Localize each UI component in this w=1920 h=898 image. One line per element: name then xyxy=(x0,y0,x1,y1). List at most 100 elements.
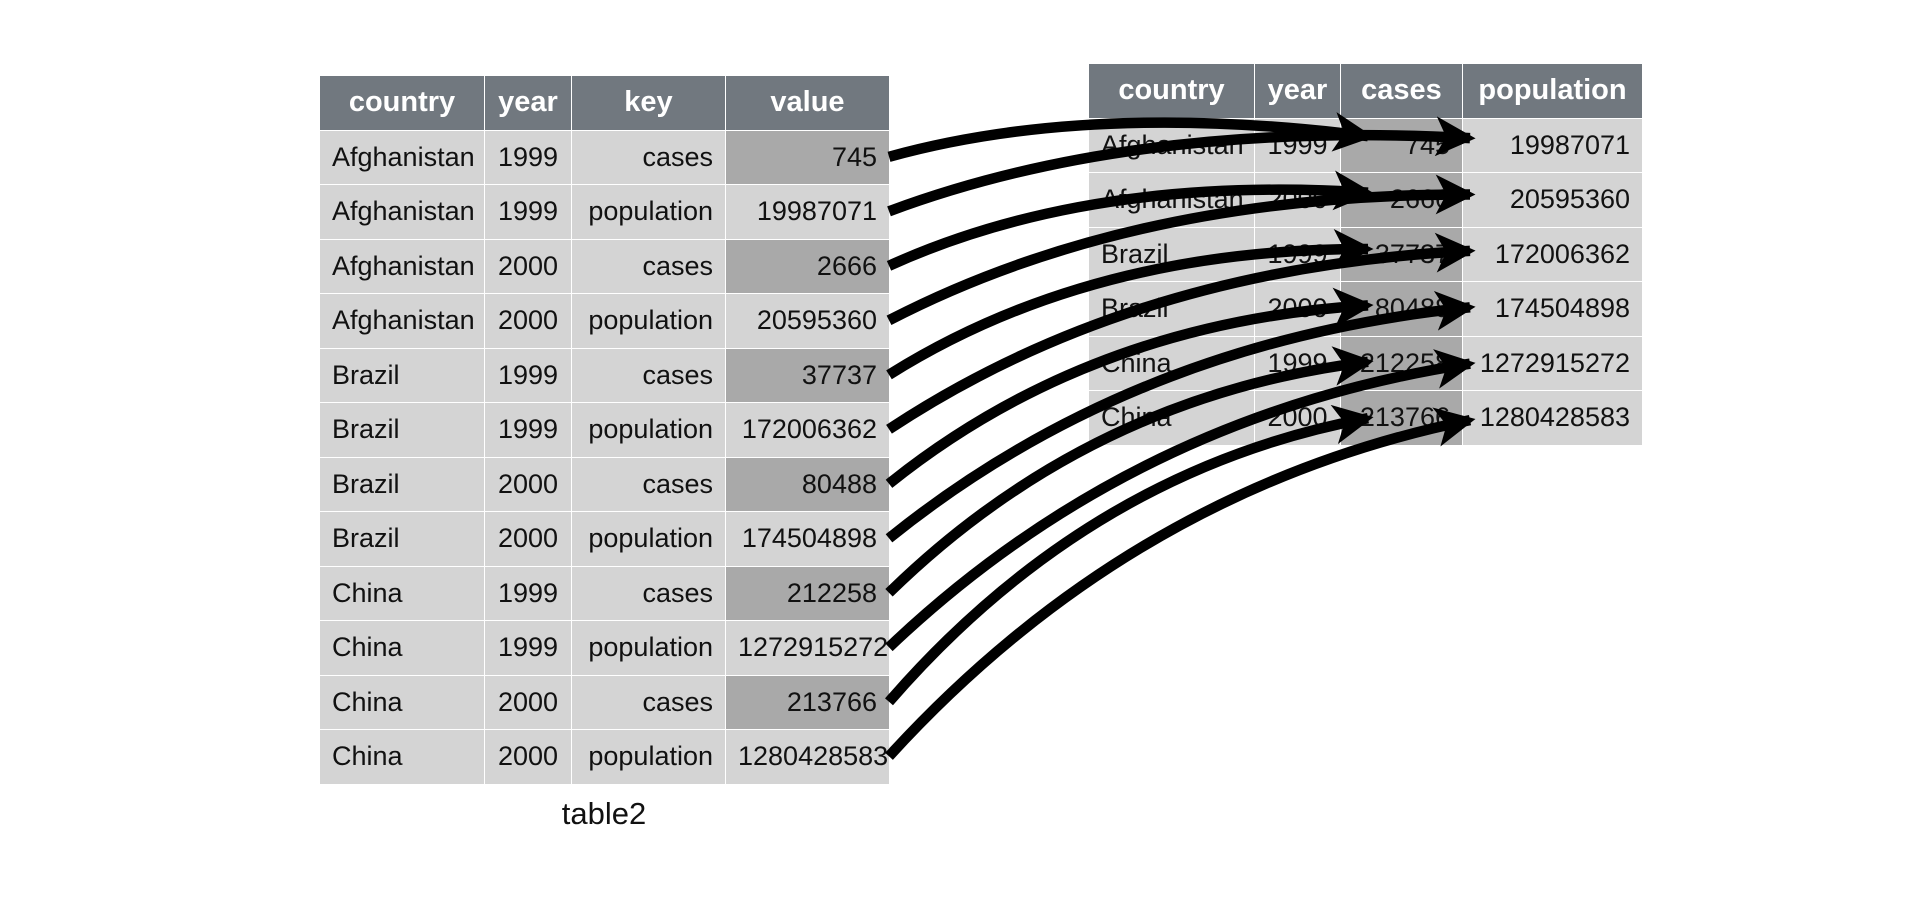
cell-cases: 80488 xyxy=(1340,281,1463,337)
cell-value: 1272915272 xyxy=(725,620,890,676)
table-row: China 1999 212258 1272915272 xyxy=(1088,335,1643,391)
table-row: China 2000 213766 1280428583 xyxy=(1088,390,1643,446)
cell-value: 19987071 xyxy=(725,184,890,240)
cell-cases: 2666 xyxy=(1340,172,1463,228)
table-row: Afghanistan 2000 2666 20595360 xyxy=(1088,172,1643,228)
cell-value: 213766 xyxy=(725,674,890,730)
cell-country: China xyxy=(319,620,485,676)
column-header-key: key xyxy=(571,75,726,131)
cell-value: 20595360 xyxy=(725,293,890,349)
cell-value: 172006362 xyxy=(725,402,890,458)
cell-key: cases xyxy=(571,347,726,403)
cell-population: 172006362 xyxy=(1462,226,1643,282)
cell-population: 20595360 xyxy=(1462,172,1643,228)
table-caption: table2 xyxy=(561,796,647,831)
cell-country: Brazil xyxy=(1088,226,1255,282)
cell-year: 1999 xyxy=(1254,226,1341,282)
table-row: Afghanistan 2000 population 20595360 xyxy=(319,293,890,349)
spread-arrow-10 xyxy=(885,404,1374,706)
table-row: Afghanistan 2000 cases 2666 xyxy=(319,238,890,294)
cell-country: Afghanistan xyxy=(319,184,485,240)
table-row: Afghanistan 1999 cases 745 xyxy=(319,129,890,185)
table-row: China 2000 cases 213766 xyxy=(319,674,890,730)
table-row: Brazil 1999 population 172006362 xyxy=(319,402,890,458)
column-header-value: value xyxy=(725,75,890,131)
cell-country: Afghanistan xyxy=(1088,117,1255,173)
cell-country: China xyxy=(319,674,485,730)
cell-country: Afghanistan xyxy=(1088,172,1255,228)
cell-key: population xyxy=(571,511,726,567)
cell-year: 1999 xyxy=(484,347,572,403)
cell-population: 174504898 xyxy=(1462,281,1643,337)
cell-year: 1999 xyxy=(484,620,572,676)
cell-value: 1280428583 xyxy=(725,729,890,785)
cell-key: cases xyxy=(571,565,726,621)
table-row: Brazil 2000 population 174504898 xyxy=(319,511,890,567)
cell-country: China xyxy=(319,729,485,785)
cell-year: 1999 xyxy=(1254,117,1341,173)
table-row: Afghanistan 1999 population 19987071 xyxy=(319,184,890,240)
table-row: China 2000 population 1280428583 xyxy=(319,729,890,785)
cell-country: Brazil xyxy=(319,402,485,458)
cell-year: 2000 xyxy=(1254,172,1341,228)
spread-arrow-11 xyxy=(885,407,1476,760)
table-row: Afghanistan 1999 745 19987071 xyxy=(1088,117,1643,173)
cell-value: 2666 xyxy=(725,238,890,294)
long-format-table: country year key value Afghanistan 1999 cases… xyxy=(319,75,890,785)
cell-country: China xyxy=(319,565,485,621)
column-header-cases: cases xyxy=(1340,63,1463,119)
cell-value: 174504898 xyxy=(725,511,890,567)
table-row: Brazil 1999 cases 37737 xyxy=(319,347,890,403)
cell-key: population xyxy=(571,729,726,785)
cell-year: 1999 xyxy=(484,129,572,185)
column-header-country: country xyxy=(1088,63,1255,119)
cell-year: 2000 xyxy=(484,511,572,567)
table-row: China 1999 cases 212258 xyxy=(319,565,890,621)
cell-country: Afghanistan xyxy=(319,129,485,185)
cell-cases: 213766 xyxy=(1340,390,1463,446)
cell-key: cases xyxy=(571,674,726,730)
cell-country: Afghanistan xyxy=(319,238,485,294)
cell-country: Brazil xyxy=(319,511,485,567)
cell-population: 1272915272 xyxy=(1462,335,1643,391)
cell-year: 2000 xyxy=(484,456,572,512)
cell-value: 37737 xyxy=(725,347,890,403)
cell-country: Afghanistan xyxy=(319,293,485,349)
cell-key: cases xyxy=(571,456,726,512)
cell-key: population xyxy=(571,620,726,676)
table-row: Brazil 1999 37737 172006362 xyxy=(1088,226,1643,282)
cell-year: 2000 xyxy=(1254,281,1341,337)
cell-country: Brazil xyxy=(319,347,485,403)
cell-value: 212258 xyxy=(725,565,890,621)
cell-key: population xyxy=(571,184,726,240)
cell-year: 2000 xyxy=(1254,390,1341,446)
cell-key: cases xyxy=(571,129,726,185)
cell-value: 745 xyxy=(725,129,890,185)
cell-year: 2000 xyxy=(484,674,572,730)
cell-country: China xyxy=(1088,335,1255,391)
cell-cases: 37737 xyxy=(1340,226,1463,282)
column-header-year: year xyxy=(484,75,572,131)
cell-cases: 745 xyxy=(1340,117,1463,173)
table-row: China 1999 population 1272915272 xyxy=(319,620,890,676)
wide-table-header: country year cases population xyxy=(1088,63,1643,119)
cell-year: 1999 xyxy=(484,184,572,240)
long-table-header: country year key value xyxy=(319,75,890,131)
cell-population: 19987071 xyxy=(1462,117,1643,173)
cell-country: Brazil xyxy=(319,456,485,512)
cell-value: 80488 xyxy=(725,456,890,512)
cell-key: cases xyxy=(571,238,726,294)
cell-year: 1999 xyxy=(484,565,572,621)
wide-format-table: country year cases population Afghanistan 19… xyxy=(1088,63,1643,446)
cell-population: 1280428583 xyxy=(1462,390,1643,446)
table-row: Brazil 2000 cases 80488 xyxy=(319,456,890,512)
column-header-population: population xyxy=(1462,63,1643,119)
cell-year: 1999 xyxy=(484,402,572,458)
cell-year: 2000 xyxy=(484,729,572,785)
cell-year: 2000 xyxy=(484,238,572,294)
cell-country: Brazil xyxy=(1088,281,1255,337)
table-row: Brazil 2000 80488 174504898 xyxy=(1088,281,1643,337)
cell-year: 1999 xyxy=(1254,335,1341,391)
column-header-year: year xyxy=(1254,63,1341,119)
